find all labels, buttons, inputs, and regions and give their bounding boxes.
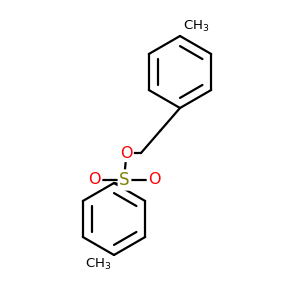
Text: S: S: [119, 171, 130, 189]
Text: CH$_3$: CH$_3$: [85, 256, 111, 272]
Text: O: O: [88, 172, 101, 188]
Text: O: O: [120, 146, 132, 160]
Text: O: O: [148, 172, 161, 188]
Text: CH$_3$: CH$_3$: [183, 20, 209, 34]
